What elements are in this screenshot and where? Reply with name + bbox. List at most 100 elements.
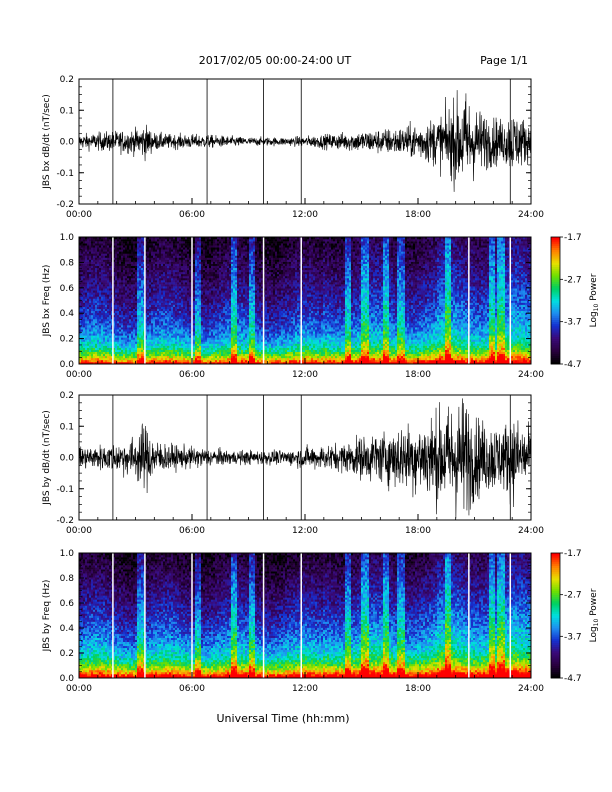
heatmap-cell — [91, 253, 94, 256]
heatmap-cell — [215, 351, 218, 355]
heatmap-cell — [227, 304, 230, 307]
heatmap-cell — [153, 257, 156, 260]
heatmap-cell — [95, 333, 98, 336]
heatmap-cell — [103, 304, 106, 307]
heatmap-cell — [227, 286, 230, 289]
heatmap-cell — [217, 341, 220, 344]
heatmap-cell — [131, 341, 134, 344]
heatmap-cell — [97, 263, 100, 266]
heatmap-cell — [121, 294, 124, 297]
heatmap-cell — [225, 296, 228, 299]
heatmap-cell — [235, 288, 238, 291]
heatmap-cell — [203, 245, 206, 248]
heatmap-cell — [227, 290, 230, 293]
heatmap-cell — [131, 327, 134, 330]
heatmap-cell — [213, 251, 216, 254]
heatmap-cell — [91, 341, 94, 344]
heatmap-cell — [125, 343, 128, 346]
heatmap-cell — [121, 312, 124, 316]
heatmap-cell — [91, 263, 94, 266]
heatmap-cell — [167, 277, 170, 281]
heatmap-cell — [233, 306, 236, 309]
heatmap-cell — [147, 329, 150, 332]
heatmap-cell — [161, 280, 164, 283]
heatmap-cell — [149, 316, 152, 320]
heatmap-cell — [213, 275, 216, 279]
heatmap-cell — [227, 239, 230, 242]
heatmap-cell — [199, 355, 202, 359]
heatmap-cell — [217, 349, 220, 353]
heatmap-cell — [177, 245, 180, 248]
heatmap-cell — [203, 353, 206, 357]
heatmap-cell — [167, 316, 170, 320]
heatmap-cell — [209, 337, 212, 340]
heatmap-cell — [211, 314, 214, 318]
heatmap-cell — [113, 353, 116, 357]
heatmap-cell — [135, 253, 138, 256]
heatmap-cell — [229, 263, 232, 266]
heatmap-cell — [123, 265, 126, 269]
heatmap-cell — [151, 339, 154, 342]
heatmap-cell — [93, 312, 96, 316]
heatmap-cell — [137, 300, 140, 303]
heatmap-cell — [217, 335, 220, 338]
heatmap-cell — [231, 288, 234, 291]
heatmap-cell — [229, 310, 232, 314]
heatmap-cell — [113, 314, 116, 318]
heatmap-cell — [137, 341, 140, 344]
heatmap-cell — [205, 282, 208, 285]
heatmap-cell — [99, 243, 102, 246]
heatmap-cell — [159, 259, 162, 262]
heatmap-cell — [231, 337, 234, 340]
heatmap-cell — [97, 349, 100, 353]
heatmap-cell — [209, 269, 212, 273]
heatmap-cell — [215, 280, 218, 283]
heatmap-cell — [99, 345, 102, 348]
heatmap-cell — [227, 282, 230, 285]
heatmap-cell — [113, 357, 116, 361]
heatmap-cell — [147, 298, 150, 301]
heatmap-cell — [145, 267, 148, 271]
heatmap-cell — [189, 241, 192, 244]
heatmap-cell — [97, 253, 100, 256]
heatmap-cell — [207, 310, 210, 314]
heatmap-cell — [201, 361, 204, 365]
heatmap-cell — [165, 314, 168, 318]
heatmap-cell — [217, 269, 220, 273]
heatmap-cell — [187, 292, 190, 295]
heatmap-cell — [175, 237, 178, 240]
heatmap-cell — [145, 284, 148, 287]
heatmap-cell — [143, 320, 146, 324]
heatmap-cell — [179, 275, 182, 279]
heatmap-cell — [145, 325, 148, 328]
heatmap-cell — [109, 294, 112, 297]
heatmap-cell — [151, 282, 154, 285]
heatmap-cell — [233, 273, 236, 277]
heatmap-cell — [171, 361, 174, 365]
heatmap-cell — [193, 361, 196, 365]
heatmap-cell — [159, 306, 162, 309]
heatmap-cell — [207, 259, 210, 262]
heatmap-cell — [217, 359, 220, 363]
heatmap-cell — [217, 241, 220, 244]
heatmap-cell — [163, 341, 166, 344]
heatmap-cell — [207, 245, 210, 248]
heatmap-cell — [117, 263, 120, 266]
heatmap-cell — [231, 239, 234, 242]
heatmap-cell — [79, 249, 82, 252]
heatmap-cell — [215, 277, 218, 281]
heatmap-cell — [189, 273, 192, 277]
heatmap-cell — [99, 304, 102, 307]
heatmap-cell — [139, 245, 142, 248]
heatmap-cell — [175, 286, 178, 289]
heatmap-cell — [139, 316, 142, 320]
heatmap-cell — [151, 237, 154, 240]
heatmap-cell — [117, 290, 120, 293]
heatmap-cell — [147, 308, 150, 312]
heatmap-cell — [199, 277, 202, 281]
heatmap-cell — [209, 327, 212, 330]
heatmap-cell — [101, 341, 104, 344]
heatmap-cell — [223, 323, 226, 326]
heatmap-cell — [217, 237, 220, 240]
heatmap-cell — [119, 269, 122, 273]
